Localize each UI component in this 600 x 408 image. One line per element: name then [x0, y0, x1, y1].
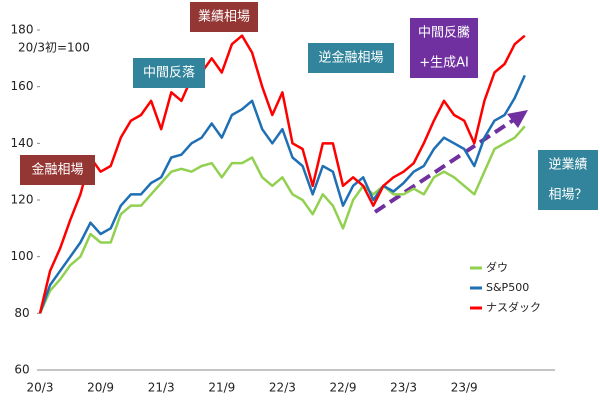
annotation-box: [410, 18, 478, 78]
annotation-text: 相場？: [548, 188, 587, 203]
x-tick-label: 21/9: [208, 381, 235, 395]
series-line: [38, 34, 526, 314]
annotation-text: 業績相場: [198, 9, 250, 25]
legend-label: ダウ: [486, 260, 508, 274]
annotation-text: 中間反騰: [418, 25, 470, 41]
x-tick-label: 21/3: [148, 381, 175, 395]
trend-arrow: [373, 117, 517, 214]
y-tick-label: 140: [11, 136, 34, 150]
subtitle: 20/3初=100: [18, 41, 90, 55]
annotation-text: 中間反落: [143, 66, 195, 81]
y-tick-label: 60: [14, 363, 29, 377]
annotation-text: 金融相場: [31, 162, 83, 178]
annotation-box: [308, 43, 394, 73]
y-tick-label: 100: [11, 249, 34, 263]
arrow-head: [507, 110, 528, 128]
x-tick-label: 20/3: [27, 381, 54, 395]
legend-label: S&P500: [486, 281, 529, 294]
annotation-box: [538, 150, 598, 210]
y-tick-label: 120: [11, 193, 34, 207]
series-line: [38, 74, 526, 314]
y-tick-label: 180: [11, 23, 34, 37]
legend-label: ナスダック: [486, 300, 541, 314]
annotation-box: [20, 155, 95, 185]
annotation-box: [133, 58, 205, 88]
x-tick-label: 20/9: [87, 381, 114, 395]
annotation-text: +生成AI: [419, 56, 469, 71]
annotation-text: 逆業績: [548, 157, 587, 173]
series-line: [38, 125, 526, 314]
annotation-text: 逆金融相場: [318, 50, 383, 66]
x-tick-label: 23/9: [451, 381, 478, 395]
x-tick-label: 22/9: [330, 381, 357, 395]
y-tick-label: 160: [11, 79, 34, 93]
x-tick-label: 22/3: [269, 381, 296, 395]
annotation-box: [190, 2, 258, 32]
x-tick-label: 23/3: [390, 381, 417, 395]
y-tick-label: 80: [14, 306, 29, 320]
